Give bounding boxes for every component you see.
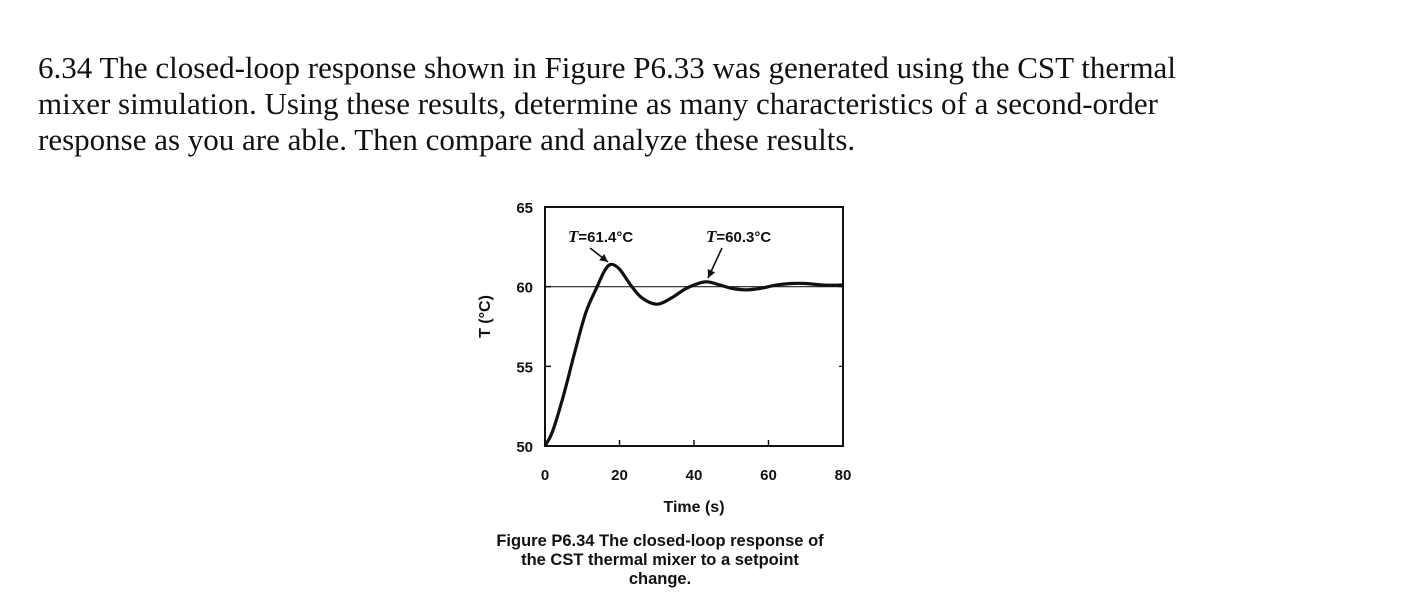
y-tick-label: 55: [516, 359, 533, 376]
caption-line-2: the CST thermal mixer to a setpoint: [521, 551, 799, 569]
x-tick-label: 80: [835, 467, 852, 484]
x-tick-label: 60: [760, 467, 777, 484]
annotation-label: T=61.4°C: [568, 227, 633, 246]
figure-caption: Figure P6.34 The closed-loop response of…: [440, 532, 880, 589]
caption-line-1: Figure P6.34 The closed-loop response of: [496, 532, 824, 550]
y-tick-label: 50: [516, 439, 533, 456]
x-tick-label: 20: [611, 467, 628, 484]
problem-line-2: mixer simulation. Using these results, d…: [38, 86, 1158, 121]
arrowhead-icon: [707, 269, 716, 278]
annotation-label: T=60.3°C: [706, 227, 771, 246]
caption-line-3: change.: [628, 570, 692, 588]
problem-line-1: 6.34 The closed-loop response shown in F…: [38, 50, 1176, 85]
plot-area: 50 55 60 65 0 20 40 60 80 Time (s) T (°C) T=61.4°C T…: [477, 200, 851, 516]
y-axis-label: T (°C): [477, 295, 494, 338]
x-axis-label: Time (s): [663, 499, 724, 516]
x-tick-label: 40: [686, 467, 703, 484]
response-chart: 50 55 60 65 0 20 40 60 80 Time (s) T (°C) T=61.4°C T…: [440, 190, 880, 530]
problem-statement: 6.34 The closed-loop response shown in F…: [38, 50, 1298, 158]
arrowhead-icon: [599, 253, 608, 262]
y-tick-label: 60: [516, 280, 533, 297]
x-tick-label: 0: [541, 467, 549, 484]
chart-svg: 50 55 60 65 0 20 40 60 80 Time (s) T (°C) T=61.4°C T…: [477, 200, 851, 516]
problem-line-3: response as you are able. Then compare a…: [38, 122, 856, 157]
response-curve: [543, 262, 844, 447]
y-tick-label: 65: [516, 200, 533, 217]
